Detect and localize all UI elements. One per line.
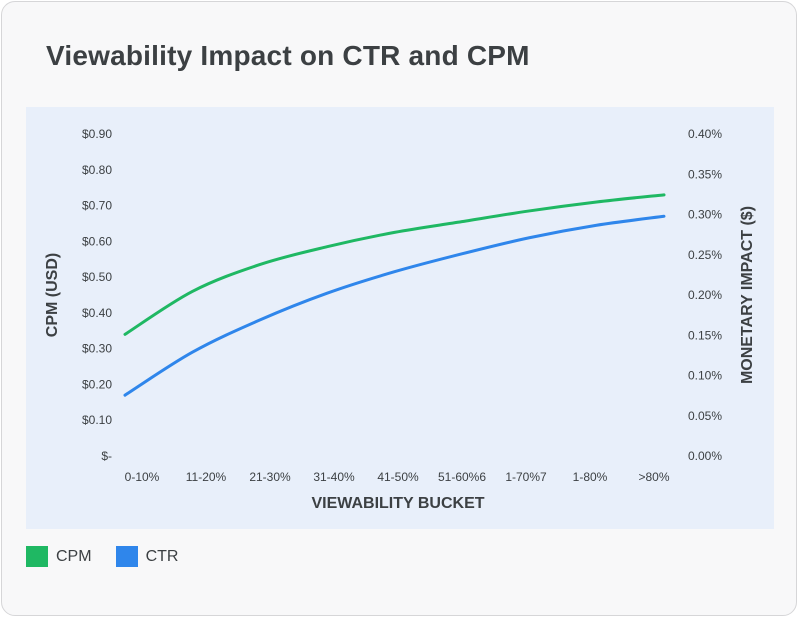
legend-swatch-ctr xyxy=(115,546,138,567)
y-right-tick-label: 0.40% xyxy=(688,127,722,141)
x-tick-label: 21-30% xyxy=(249,470,291,484)
y-left-axis-title: CPM (USD) xyxy=(44,253,61,337)
y-left-tick-label: $0.30 xyxy=(82,342,112,356)
series-line-cpm xyxy=(123,193,666,336)
y-left-tick-label: $0.40 xyxy=(82,306,112,320)
y-right-tick-label: 0.00% xyxy=(688,449,722,463)
x-tick-label: 1-70%7 xyxy=(505,470,547,484)
y-right-tick-label: 0.20% xyxy=(688,288,722,302)
y-left-tick-label: $0.20 xyxy=(82,377,112,391)
x-tick-label: 41-50% xyxy=(377,470,419,484)
y-left-tick-label: $0.50 xyxy=(82,270,112,284)
y-right-tick-label: 0.25% xyxy=(688,248,722,262)
x-tick-label: 1-80% xyxy=(573,470,608,484)
y-left-tick-label: $0.80 xyxy=(82,163,112,177)
x-tick-label: 51-60%6 xyxy=(438,470,486,484)
chart-title: Viewability Impact on CTR and CPM xyxy=(46,40,530,71)
y-right-tick-label: 0.30% xyxy=(688,208,722,222)
x-tick-label: >80% xyxy=(638,470,669,484)
x-axis-title: VIEWABILITY BUCKET xyxy=(311,495,484,512)
x-tick-label: 31-40% xyxy=(313,470,355,484)
y-right-tick-label: 0.10% xyxy=(688,369,722,383)
legend: CPM CTR xyxy=(26,546,202,567)
y-right-tick-label: 0.35% xyxy=(688,167,722,181)
y-left-tick-label: $0.90 xyxy=(82,127,112,141)
y-left-tick-label: $0.70 xyxy=(82,199,112,213)
x-tick-label: 0-10% xyxy=(125,470,160,484)
legend-label-cpm: CPM xyxy=(56,547,92,565)
y-right-axis-title: MONETARY IMPACT ($) xyxy=(739,206,756,384)
series-line-ctr xyxy=(123,214,666,397)
legend-item-ctr: CTR xyxy=(115,546,179,567)
legend-item-cpm: CPM xyxy=(26,546,92,567)
y-left-tick-label: $0.60 xyxy=(82,234,112,248)
y-left-tick-label: $- xyxy=(101,449,112,463)
legend-label-ctr: CTR xyxy=(145,547,179,565)
y-right-tick-label: 0.05% xyxy=(688,409,722,423)
x-tick-label: 11-20% xyxy=(186,470,227,484)
y-left-tick-label: $0.10 xyxy=(82,413,112,427)
legend-swatch-cpm xyxy=(26,546,48,567)
y-right-tick-label: 0.15% xyxy=(688,328,722,342)
